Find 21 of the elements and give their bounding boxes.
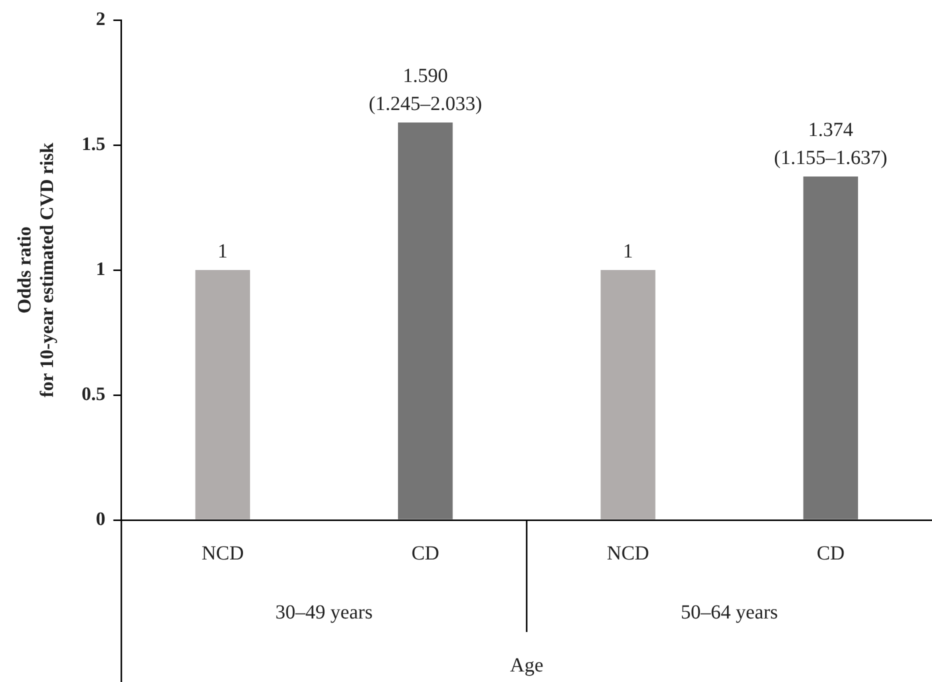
data-label: 1.374 (1.155–1.637) bbox=[774, 118, 888, 169]
y-axis-title: Odds ratio for 10-year estimated CVD risk bbox=[14, 142, 58, 398]
y-tick-label: 0 bbox=[96, 508, 106, 530]
bar bbox=[398, 122, 453, 520]
bar bbox=[803, 176, 858, 520]
y-tick-label: 1 bbox=[96, 258, 106, 280]
x-axis-title: Age bbox=[510, 654, 544, 676]
text: 30–49 years bbox=[275, 601, 373, 624]
data-label: 1 bbox=[218, 240, 228, 262]
x-tick-label: NCD bbox=[606, 542, 650, 564]
bar bbox=[195, 270, 250, 520]
bar bbox=[600, 270, 656, 520]
data-label: 1 bbox=[623, 240, 634, 262]
x-tick-label: NCD bbox=[202, 542, 244, 564]
x-tick-label: CD bbox=[411, 542, 440, 564]
data-label: 1.590 (1.245–2.033) bbox=[368, 64, 482, 115]
y-tick-label: 1.5 bbox=[82, 134, 106, 155]
y-tick-label: 0.5 bbox=[82, 384, 106, 405]
y-tick-label: 2 bbox=[96, 8, 106, 30]
x-tick-label: CD bbox=[816, 542, 845, 564]
text: 50–64 years bbox=[680, 601, 778, 624]
